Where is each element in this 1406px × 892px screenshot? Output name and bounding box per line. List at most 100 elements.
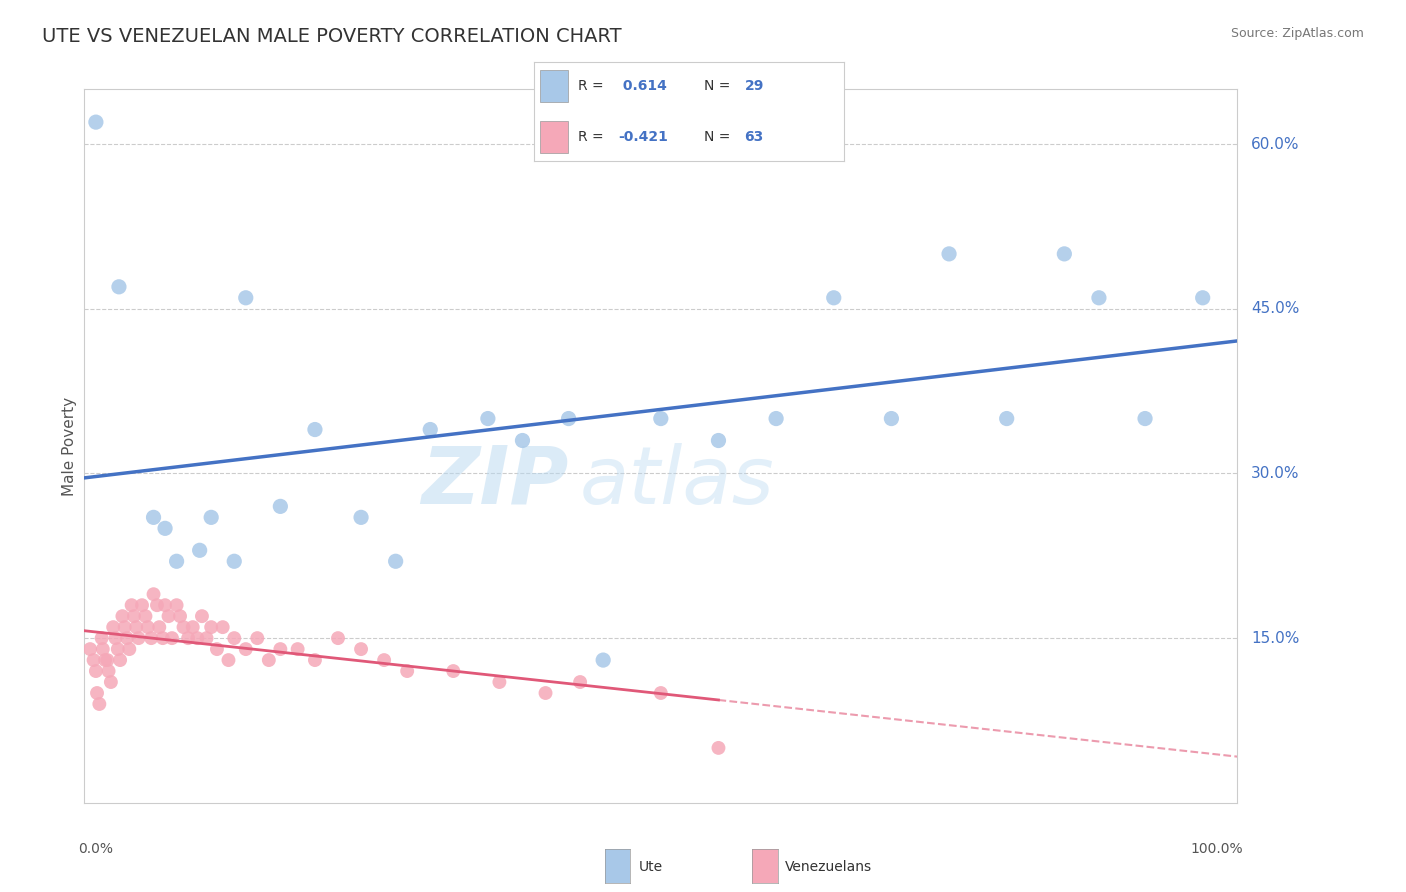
Point [350, 510, 373, 524]
Point [107, 642, 129, 657]
Point [1053, 247, 1076, 261]
Point [396, 664, 419, 678]
Text: 45.0%: 45.0% [1251, 301, 1299, 317]
Point [94, 653, 117, 667]
Text: 63: 63 [745, 130, 763, 144]
Point [108, 653, 131, 667]
Point [118, 642, 141, 657]
Point [707, 740, 730, 755]
Point [246, 631, 269, 645]
Point [488, 675, 510, 690]
Point [153, 598, 176, 612]
Text: 0.0%: 0.0% [79, 842, 114, 856]
Y-axis label: Male Poverty: Male Poverty [62, 396, 77, 496]
Point [186, 631, 208, 645]
Point [111, 609, 134, 624]
Point [191, 609, 214, 624]
Point [148, 620, 170, 634]
Point [108, 280, 131, 294]
Point [125, 620, 148, 634]
Point [200, 620, 222, 634]
Point [166, 598, 188, 612]
Text: 60.0%: 60.0% [1251, 136, 1299, 152]
Point [121, 598, 143, 612]
Point [104, 631, 127, 645]
Text: atlas: atlas [581, 442, 775, 521]
Text: ZIP: ZIP [422, 442, 568, 521]
Point [477, 411, 499, 425]
Text: Venezuelans: Venezuelans [785, 860, 872, 874]
Point [142, 510, 165, 524]
Point [152, 631, 174, 645]
Point [160, 631, 183, 645]
Point [765, 411, 787, 425]
Text: R =: R = [578, 79, 607, 93]
Point [115, 631, 138, 645]
Point [84, 115, 107, 129]
Point [153, 521, 176, 535]
Point [195, 631, 218, 645]
Point [91, 642, 114, 657]
Point [534, 686, 557, 700]
Point [142, 587, 165, 601]
Point [373, 653, 395, 667]
Point [224, 554, 246, 568]
Point [269, 642, 291, 657]
Point [569, 675, 592, 690]
Point [83, 653, 105, 667]
Point [79, 642, 101, 657]
Point [304, 423, 326, 437]
Point [122, 609, 145, 624]
Text: 0.614: 0.614 [617, 79, 666, 93]
Point [200, 510, 222, 524]
Text: 15.0%: 15.0% [1251, 631, 1299, 646]
Point [131, 598, 153, 612]
Text: N =: N = [704, 130, 735, 144]
Point [141, 631, 163, 645]
Text: 100.0%: 100.0% [1191, 842, 1243, 856]
Point [419, 423, 441, 437]
Point [181, 620, 204, 634]
Point [823, 291, 845, 305]
Point [146, 598, 169, 612]
Point [1088, 291, 1111, 305]
Point [557, 411, 579, 425]
Point [173, 620, 195, 634]
Point [90, 631, 112, 645]
Point [100, 675, 122, 690]
Point [257, 653, 280, 667]
Point [326, 631, 349, 645]
Text: Ute: Ute [638, 860, 662, 874]
Text: Source: ZipAtlas.com: Source: ZipAtlas.com [1230, 27, 1364, 40]
Point [707, 434, 730, 448]
Point [177, 631, 200, 645]
Point [136, 620, 159, 634]
Point [287, 642, 309, 657]
Point [103, 620, 124, 634]
Point [650, 411, 672, 425]
Point [1133, 411, 1156, 425]
Point [650, 686, 672, 700]
Text: UTE VS VENEZUELAN MALE POVERTY CORRELATION CHART: UTE VS VENEZUELAN MALE POVERTY CORRELATI… [42, 27, 621, 45]
Point [224, 631, 246, 645]
Point [938, 247, 960, 261]
Point [592, 653, 614, 667]
Point [350, 642, 373, 657]
Text: 29: 29 [745, 79, 763, 93]
Point [128, 631, 150, 645]
Point [97, 664, 120, 678]
Text: -0.421: -0.421 [617, 130, 668, 144]
Point [384, 554, 406, 568]
Point [512, 434, 534, 448]
Point [235, 642, 257, 657]
Text: 30.0%: 30.0% [1251, 466, 1299, 481]
Point [995, 411, 1018, 425]
Point [269, 500, 291, 514]
Point [169, 609, 191, 624]
Point [96, 653, 118, 667]
Point [84, 664, 107, 678]
Point [1191, 291, 1213, 305]
Point [86, 686, 108, 700]
Point [880, 411, 903, 425]
Text: N =: N = [704, 79, 735, 93]
